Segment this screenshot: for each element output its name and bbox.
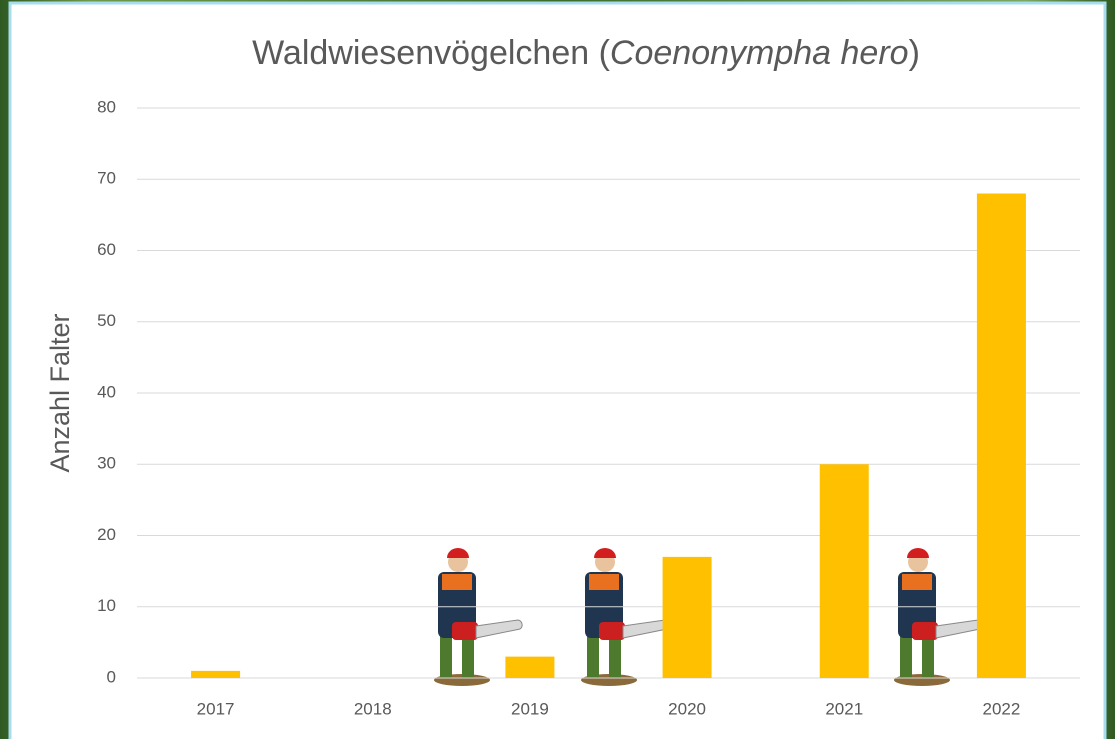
chainsaw-body <box>452 622 478 640</box>
bar <box>820 464 869 678</box>
y-tick-label: 50 <box>97 311 116 330</box>
figure-vest <box>589 574 619 590</box>
figure-vest <box>442 574 472 590</box>
figure-leg <box>587 636 599 678</box>
figure-leg <box>900 636 912 678</box>
bar <box>663 557 712 678</box>
y-tick-label: 20 <box>97 525 116 544</box>
x-tick-label: 2018 <box>354 699 392 718</box>
chainsaw-body <box>912 622 938 640</box>
figure-leg <box>440 636 452 678</box>
y-tick-label: 60 <box>97 240 116 259</box>
x-tick-label: 2017 <box>197 699 235 718</box>
bar <box>505 657 554 678</box>
figure-leg <box>462 636 474 678</box>
x-tick-label: 2020 <box>668 699 706 718</box>
title-part: Coenonympha hero <box>610 34 909 72</box>
y-tick-label: 30 <box>97 454 116 473</box>
title-part: ) <box>909 34 920 72</box>
y-tick-label: 40 <box>97 382 116 401</box>
chart: Waldwiesenvögelchen (Coenonympha hero) A… <box>0 0 1115 739</box>
y-axis-label: Anzahl Falter <box>45 313 75 472</box>
chainsaw-body <box>599 622 625 640</box>
y-tick-label: 80 <box>97 97 116 116</box>
bar <box>191 671 240 678</box>
x-tick-label: 2021 <box>825 699 863 718</box>
y-tick-label: 70 <box>97 169 116 188</box>
bar <box>977 194 1026 679</box>
figure-leg <box>922 636 934 678</box>
y-tick-label: 0 <box>107 667 116 686</box>
figure-leg <box>609 636 621 678</box>
chart-title: Waldwiesenvögelchen (Coenonympha hero) <box>252 34 920 72</box>
y-tick-label: 10 <box>97 596 116 615</box>
figure-vest <box>902 574 932 590</box>
x-tick-label: 2022 <box>983 699 1021 718</box>
x-tick-label: 2019 <box>511 699 549 718</box>
page: Waldwiesenvögelchen (Coenonympha hero) A… <box>0 0 1115 739</box>
title-part: Waldwiesenvögelchen ( <box>252 34 610 72</box>
